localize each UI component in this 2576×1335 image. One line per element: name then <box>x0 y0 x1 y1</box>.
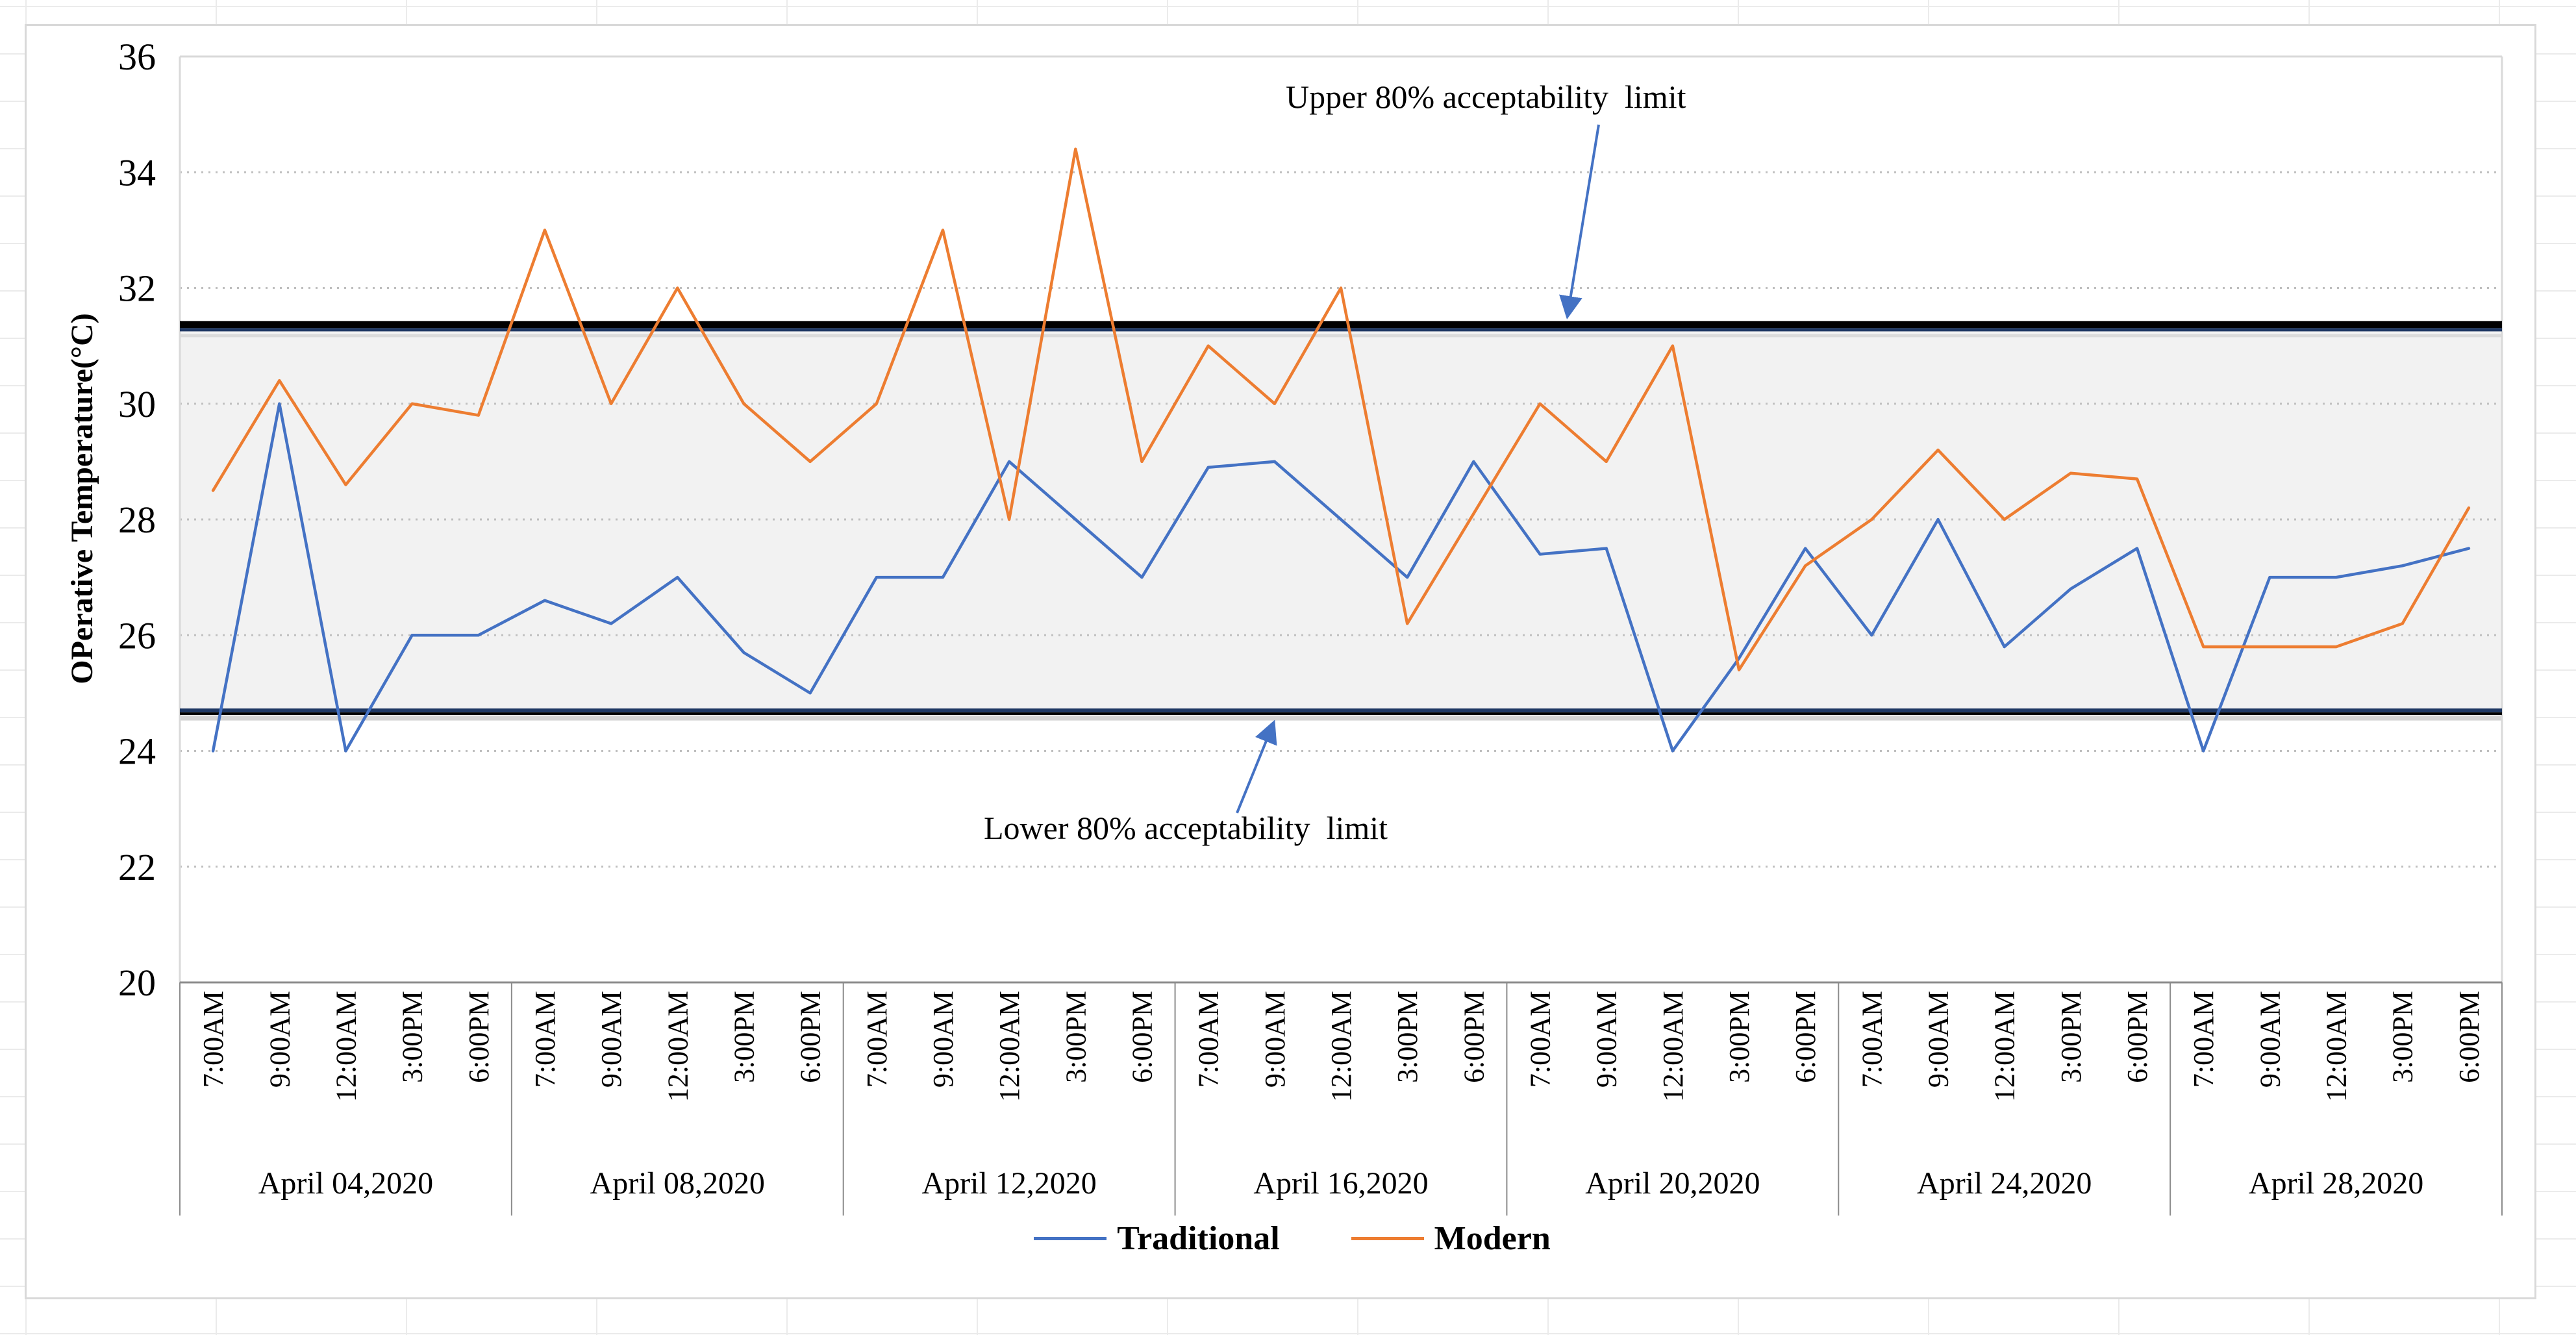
time-label: 3:00PM <box>2055 991 2087 1083</box>
series-line-modern[interactable] <box>211 147 2471 671</box>
y-tick-label-34: 34 <box>118 151 156 193</box>
legend-item-traditional[interactable]: Traditional <box>1034 1219 1280 1258</box>
lower-limit-annotation: Lower 80% acceptability limit <box>984 810 1388 846</box>
time-label: 7:00AM <box>861 991 893 1088</box>
time-label: 7:00AM <box>1525 991 1557 1088</box>
time-label: 9:00AM <box>595 991 627 1088</box>
time-label: 3:00PM <box>1723 991 1755 1083</box>
time-label: 7:00AM <box>1856 991 1888 1088</box>
time-label: 9:00AM <box>1923 991 1955 1088</box>
time-label: 3:00PM <box>397 991 429 1083</box>
time-label: 7:00AM <box>197 991 229 1088</box>
time-label: 12:00AM <box>1657 991 1689 1102</box>
time-label: 7:00AM <box>1193 991 1225 1088</box>
time-label: 6:00PM <box>2453 991 2485 1083</box>
time-label: 6:00PM <box>1458 991 1490 1083</box>
lower-annotation-arrow <box>1236 719 1277 814</box>
date-group-label: April 08,2020 <box>590 1166 765 1201</box>
time-label: 12:00AM <box>994 991 1025 1102</box>
date-group-label: April 28,2020 <box>2249 1166 2423 1201</box>
y-tick-label-36: 36 <box>118 36 156 78</box>
time-label: 9:00AM <box>1591 991 1623 1088</box>
y-tick-label-24: 24 <box>118 730 156 773</box>
time-label: 6:00PM <box>463 991 495 1083</box>
legend-label-modern: Modern <box>1434 1219 1551 1257</box>
date-group-label: April 04,2020 <box>258 1166 433 1201</box>
time-label: 12:00AM <box>330 991 362 1102</box>
y-tick-label-26: 26 <box>118 614 156 656</box>
upper-limit-annotation: Upper 80% acceptability limit <box>1286 79 1686 115</box>
time-label: 9:00AM <box>927 991 959 1088</box>
y-tick-label-32: 32 <box>118 268 156 310</box>
date-group-label: April 20,2020 <box>1585 1166 1760 1201</box>
time-label: 9:00AM <box>1259 991 1291 1088</box>
upper-annotation-arrow <box>1559 124 1600 319</box>
time-label: 12:00AM <box>1325 991 1357 1102</box>
y-tick-label-30: 30 <box>118 383 156 425</box>
legend-label-traditional: Traditional <box>1117 1219 1280 1257</box>
time-label: 3:00PM <box>728 991 760 1083</box>
y-tick-label-20: 20 <box>118 962 156 1004</box>
time-label: 6:00PM <box>795 991 827 1083</box>
traditional-line-swatch <box>1034 1236 1107 1240</box>
time-label: 9:00AM <box>264 991 295 1088</box>
date-group-label: April 16,2020 <box>1253 1166 1428 1201</box>
series-line-traditional[interactable] <box>211 402 2471 753</box>
time-label: 12:00AM <box>2321 991 2353 1102</box>
time-label: 3:00PM <box>1392 991 1423 1083</box>
legend: Traditional Modern <box>838 1216 1747 1261</box>
date-group-label: April 12,2020 <box>921 1166 1096 1201</box>
time-label: 3:00PM <box>2387 991 2419 1083</box>
y-axis-title: OPerative Temperature(°C) <box>65 313 99 684</box>
time-label: 7:00AM <box>2188 991 2220 1088</box>
date-group-label: April 24,2020 <box>1917 1166 2092 1201</box>
time-label: 12:00AM <box>1989 991 2021 1102</box>
time-label: 6:00PM <box>1790 991 1821 1083</box>
legend-item-modern[interactable]: Modern <box>1351 1219 1551 1258</box>
time-label: 6:00PM <box>2121 991 2153 1083</box>
modern-line-swatch <box>1351 1236 1424 1240</box>
y-tick-label-28: 28 <box>118 499 156 541</box>
time-label: 6:00PM <box>1126 991 1158 1083</box>
time-label: 7:00AM <box>529 991 561 1088</box>
time-label: 12:00AM <box>662 991 694 1102</box>
time-label: 3:00PM <box>1060 991 1092 1083</box>
y-tick-label-22: 22 <box>118 846 156 888</box>
time-label: 9:00AM <box>2254 991 2286 1088</box>
